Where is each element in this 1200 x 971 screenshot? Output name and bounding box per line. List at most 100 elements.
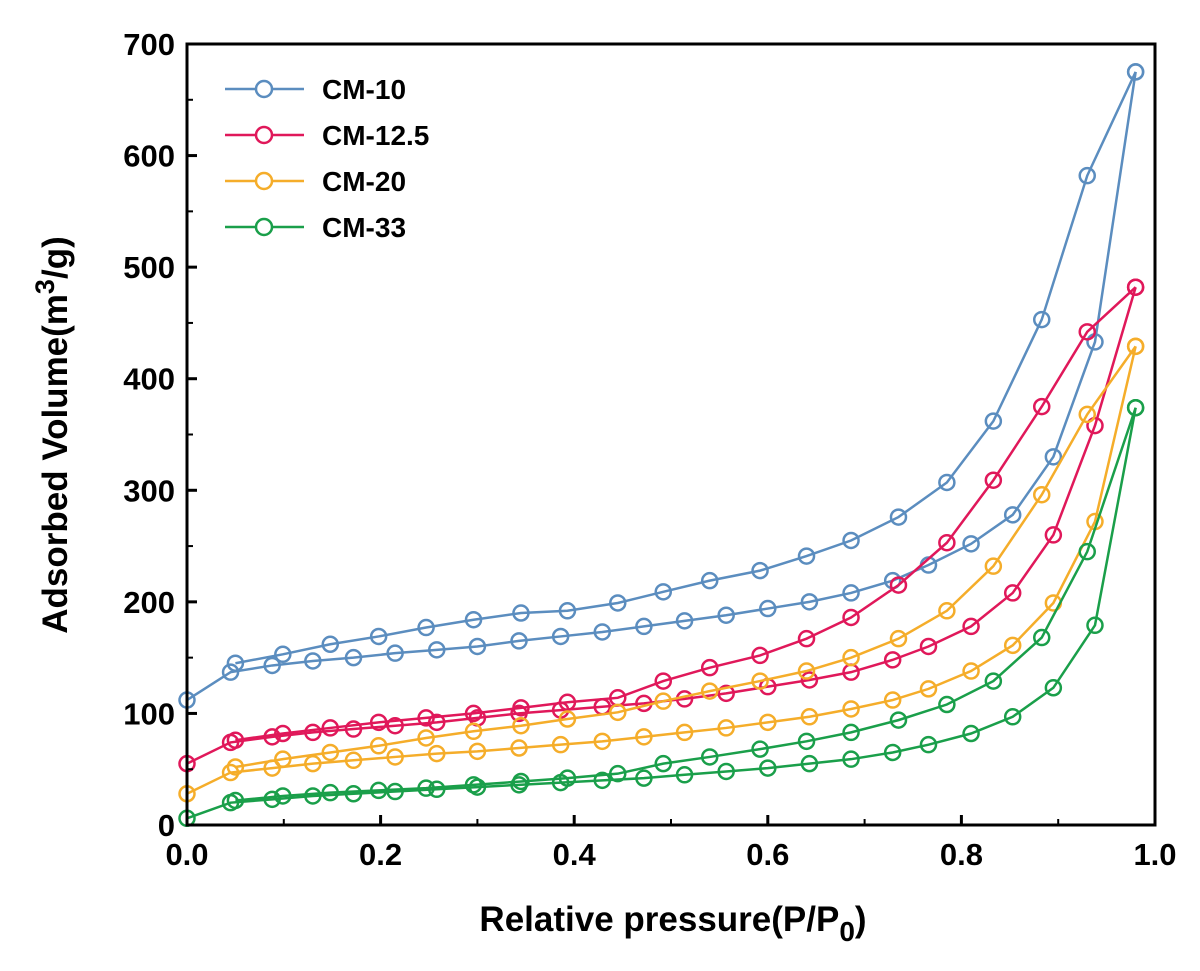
- y-tick-label: 700: [123, 27, 175, 62]
- data-point-cm-12-5: [938, 533, 956, 552]
- data-point-cm-12-5: [512, 699, 530, 717]
- data-point-cm-20: [510, 739, 528, 757]
- data-point-cm-10: [889, 508, 908, 526]
- series-cm-10: [178, 63, 1145, 709]
- data-point-cm-12-5: [700, 658, 719, 677]
- data-point-cm-20: [1003, 636, 1022, 655]
- y-tick-label: 500: [123, 250, 175, 285]
- data-point-cm-10: [1032, 310, 1051, 329]
- data-point-cm-10: [797, 547, 816, 565]
- data-point-cm-12-5: [427, 713, 446, 732]
- y-tick-label: 100: [123, 696, 175, 731]
- data-point-cm-12-5: [654, 672, 673, 690]
- data-point-cm-20: [1078, 405, 1096, 424]
- data-point-cm-12-5: [344, 720, 363, 738]
- data-point-cm-20: [675, 723, 694, 742]
- data-point-cm-20: [593, 732, 612, 751]
- data-point-cm-20: [842, 700, 860, 718]
- data-point-cm-12-5: [1044, 526, 1063, 544]
- data-point-cm-20: [386, 748, 404, 766]
- data-point-cm-20: [938, 602, 956, 620]
- data-point-cm-33: [1003, 708, 1022, 726]
- data-point-cm-33: [464, 776, 483, 794]
- data-point-cm-10: [427, 641, 446, 659]
- data-point-cm-10: [274, 645, 292, 664]
- legend-label: CM-33: [322, 212, 406, 243]
- data-point-cm-12-5: [1126, 278, 1145, 296]
- data-point-cm-33: [417, 779, 435, 797]
- data-point-cm-20: [984, 557, 1003, 575]
- legend-item-cm-10: CM-10: [225, 74, 406, 105]
- legend-marker: [254, 171, 274, 191]
- data-point-cm-10: [800, 593, 819, 611]
- data-point-cm-10: [510, 632, 528, 650]
- data-point-cm-33: [1032, 628, 1051, 647]
- data-point-cm-10: [512, 604, 530, 622]
- data-point-cm-20: [609, 703, 627, 722]
- y-tick-label: 600: [123, 139, 175, 174]
- data-point-cm-33: [1126, 398, 1145, 417]
- data-point-cm-10: [369, 627, 388, 646]
- data-point-cm-12-5: [919, 637, 938, 656]
- data-point-cm-33: [751, 740, 769, 758]
- data-point-cm-10: [700, 571, 719, 590]
- data-point-cm-10: [386, 644, 404, 662]
- data-point-cm-20: [919, 680, 938, 698]
- series-layer: [178, 63, 1145, 828]
- data-point-cm-33: [558, 769, 577, 787]
- data-point-cm-33: [321, 783, 340, 802]
- data-point-cm-33: [593, 771, 612, 790]
- data-point-cm-10: [593, 623, 612, 641]
- data-point-cm-10: [263, 656, 281, 675]
- data-point-cm-10: [1044, 448, 1063, 466]
- data-point-cm-20: [759, 713, 777, 732]
- data-point-cm-20: [274, 750, 292, 768]
- legend-marker: [254, 125, 274, 145]
- y-axis-label-superscript: 3: [30, 279, 60, 294]
- x-tick-label: 0.4: [553, 837, 597, 872]
- data-point-cm-12-5: [800, 671, 819, 689]
- data-point-cm-20: [700, 682, 719, 700]
- data-point-cm-12-5: [984, 471, 1003, 489]
- x-axis-label: Relative pressure(P/P0): [479, 900, 866, 947]
- data-point-cm-20: [344, 751, 363, 770]
- data-point-cm-10: [221, 663, 240, 681]
- data-point-cm-20: [464, 722, 483, 741]
- data-point-cm-20: [558, 710, 577, 728]
- x-axis-label-subscript: 0: [839, 916, 855, 947]
- data-point-cm-20: [512, 716, 530, 735]
- data-point-cm-33: [919, 735, 938, 754]
- data-point-cm-10: [654, 583, 673, 601]
- data-point-cm-33: [609, 764, 627, 783]
- data-point-cm-12-5: [717, 684, 735, 703]
- data-point-cm-10: [717, 606, 735, 624]
- data-point-cm-20: [800, 708, 819, 726]
- data-point-cm-12-5: [304, 723, 322, 742]
- legend-item-cm-12-5: CM-12.5: [225, 120, 429, 151]
- data-point-cm-33: [427, 780, 446, 799]
- data-point-cm-10: [759, 599, 777, 618]
- data-point-cm-33: [889, 711, 908, 729]
- y-axis-label: Adsorbed Volume(m3/g): [30, 236, 75, 633]
- data-point-cm-10: [1078, 166, 1096, 185]
- data-point-cm-20: [1126, 337, 1145, 356]
- legend: CM-10 CM-12.5 CM-20 CM-33: [225, 74, 429, 243]
- data-point-cm-12-5: [1003, 584, 1022, 602]
- data-point-cm-33: [717, 762, 735, 781]
- axis-layer: 0.0 0.2 0.4 0.6 0.8 1.0 0 100 200 300 400 500 600 700: [123, 27, 1176, 872]
- data-point-cm-33: [800, 754, 819, 773]
- data-point-cm-33: [1078, 542, 1096, 561]
- data-point-cm-33: [344, 785, 363, 803]
- data-point-cm-33: [842, 723, 860, 742]
- data-point-cm-20: [883, 691, 902, 709]
- data-point-cm-12-5: [609, 689, 627, 707]
- x-axis-label-close: ): [855, 900, 867, 939]
- data-point-cm-20: [635, 728, 653, 746]
- data-point-cm-33: [675, 766, 694, 784]
- data-point-cm-12-5: [889, 576, 908, 594]
- data-point-cm-20: [751, 672, 769, 690]
- data-point-cm-12-5: [417, 709, 435, 727]
- data-point-cm-33: [938, 695, 956, 714]
- data-point-cm-12-5: [842, 663, 860, 681]
- y-tick-label: 0: [158, 808, 175, 843]
